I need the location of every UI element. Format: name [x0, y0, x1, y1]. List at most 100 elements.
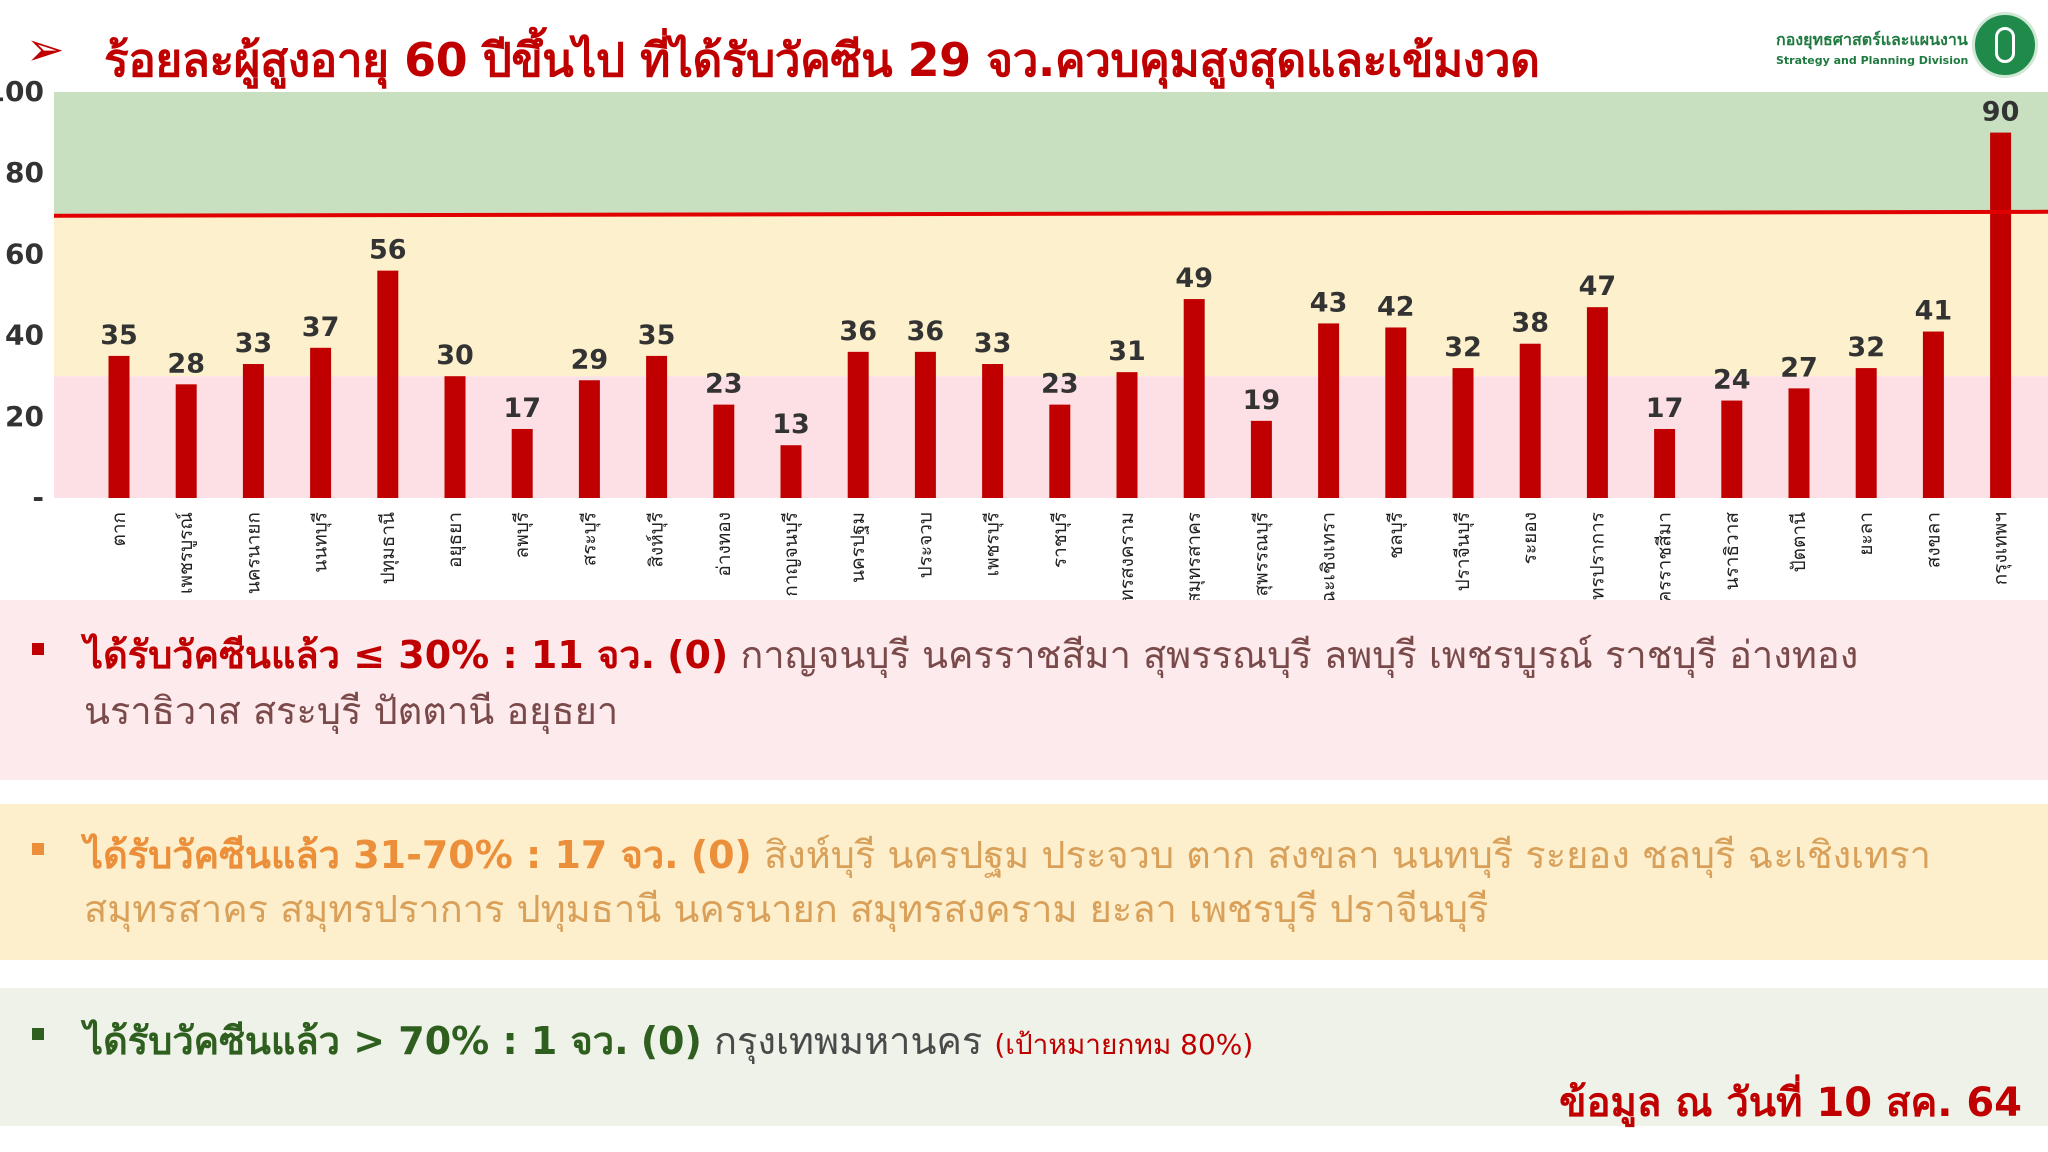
- bar-value-label: 28: [167, 348, 205, 379]
- x-category-label: ราชบุรี: [1049, 512, 1072, 568]
- target-70-line: [53, 209, 2048, 218]
- bar-25: [1788, 388, 1810, 498]
- logo-english-text: Strategy and Planning Division: [1776, 54, 1969, 67]
- group-low-label: ได้รับวัคซีนแล้ว ≤ 30% : 11 จว.: [84, 633, 656, 677]
- data-date-footer: ข้อมูล ณ วันที่ 10 สค. 64: [1559, 1080, 2022, 1126]
- x-category-label: อ่างทอง: [713, 512, 735, 577]
- bar-value-label: 90: [1982, 97, 2020, 128]
- bar-value-label: 19: [1243, 385, 1281, 416]
- bar-value-label: 38: [1511, 308, 1549, 339]
- bar-28: [1990, 132, 2012, 498]
- x-category-label: ปทุมธานี: [377, 512, 400, 584]
- bar-value-label: 31: [1108, 336, 1146, 367]
- bar-value-label: 35: [100, 320, 138, 351]
- bar-10: [780, 445, 802, 498]
- x-category-label: นนทบุรี: [310, 512, 333, 573]
- x-category-label: สิงห์บุรี: [646, 512, 669, 568]
- group-mid-label: ได้รับวัคซีนแล้ว 31-70% : 17 จว.: [84, 833, 679, 877]
- bar-12: [914, 351, 936, 498]
- ministry-emblem-icon: [1972, 12, 2038, 78]
- vaccination-bar-chart: - 20 40 60 80 100 35 ตาก 28 เพชรบูรณ์ 33 นครนายก 37 น…: [0, 80, 2048, 600]
- y-tick-label: 80: [5, 156, 44, 189]
- bar-13: [982, 364, 1004, 498]
- bar-7: [578, 380, 600, 498]
- group-mid-count: (0): [690, 833, 752, 877]
- bar-19: [1385, 327, 1407, 498]
- title-arrow-icon: ➢: [26, 22, 65, 76]
- bar-9: [713, 404, 735, 498]
- bar-value-label: 43: [1310, 287, 1348, 318]
- bar-3: [310, 347, 332, 498]
- group-mid-provinces-1: สิงห์บุรี นครปฐม ประจวบ ตาก สงขลา นนทบุร…: [763, 833, 1931, 877]
- x-category-label: สมุทรสาคร: [1183, 512, 1206, 600]
- bar-2: [242, 364, 264, 498]
- bar-5: [444, 376, 466, 498]
- bar-value-label: 23: [705, 369, 743, 400]
- bar-value-label: 13: [772, 409, 810, 440]
- bar-value-label: 29: [571, 344, 609, 375]
- x-category-label: นราธิวาส: [1721, 512, 1743, 591]
- logo: กองยุทธศาสตร์และแผนงาน Strategy and Plan…: [1772, 10, 2048, 80]
- group-low-provinces-1: กาญจนบุรี นครราชสีมา สุพรรณบุรี ลพบุรี เ…: [740, 633, 1859, 677]
- y-tick-label: -: [32, 481, 44, 514]
- x-category-label: เพชรบูรณ์: [175, 512, 197, 594]
- x-category-label: ระยอง: [1519, 512, 1541, 564]
- group-high-label: ได้รับวัคซีนแล้ว > 70% : 1 จว.: [84, 1019, 629, 1063]
- bar-value-label: 23: [1041, 369, 1079, 400]
- x-category-label: นครราชสีมา: [1654, 512, 1676, 600]
- group-low-line1: ได้รับวัคซีนแล้ว ≤ 30% : 11 จว. (0) กาญจ…: [84, 624, 1858, 685]
- bar-1: [175, 384, 197, 498]
- bar-0: [108, 355, 130, 498]
- bar-24: [1721, 400, 1743, 498]
- bar-value-label: 56: [369, 235, 407, 266]
- bar-value-label: 33: [974, 328, 1012, 359]
- bullet-icon: [32, 643, 44, 655]
- bar-23: [1654, 428, 1676, 498]
- x-category-label: กรุงเทพฯ: [1990, 512, 2013, 585]
- bar-value-label: 36: [907, 316, 945, 347]
- bar-value-label: 27: [1780, 352, 1818, 383]
- y-tick-label: 100: [0, 80, 44, 108]
- bar-value-label: 32: [1444, 332, 1482, 363]
- group-high-note: (เป้าหมายกทม 80%): [994, 1028, 1254, 1061]
- x-category-label: อยุธยา: [444, 512, 467, 568]
- y-tick-label: 20: [5, 400, 44, 433]
- bar-value-label: 30: [436, 340, 474, 371]
- bullet-icon: [32, 1028, 44, 1040]
- x-category-label: ฉะเชิงเทรา: [1318, 512, 1340, 600]
- bar-value-label: 36: [839, 316, 877, 347]
- bar-8: [646, 355, 668, 498]
- x-category-label: นครนายก: [242, 512, 264, 594]
- group-mid-provinces-2: สมุทรสาคร สมุทรปราการ ปทุมธานี นครนายก ส…: [84, 887, 1489, 931]
- y-tick-label: 60: [5, 237, 44, 270]
- bar-value-label: 35: [638, 320, 676, 351]
- bar-16: [1183, 299, 1205, 498]
- group-high-count: (0): [640, 1019, 702, 1063]
- bar-20: [1452, 368, 1474, 498]
- bar-value-label: 17: [503, 393, 541, 424]
- group-mid-panel: [0, 804, 2048, 960]
- group-high-provinces: กรุงเทพมหานคร: [713, 1019, 983, 1063]
- group-low-panel: [0, 600, 2048, 780]
- x-category-label: ประจวบ: [914, 512, 936, 578]
- bar-6: [511, 428, 533, 498]
- x-category-label: กาญจนบุรี: [780, 512, 803, 597]
- group-low-provinces-2: นราธิวาส สระบุรี ปัตตานี อยุธยา: [84, 689, 619, 733]
- bar-18: [1318, 323, 1340, 498]
- x-category-label: สมุทรปราการ: [1586, 512, 1609, 600]
- x-category-label: สมุทรสงคราม: [1116, 512, 1139, 600]
- bar-21: [1519, 343, 1541, 498]
- logo-thai-text: กองยุทธศาสตร์และแผนงาน: [1776, 30, 1968, 49]
- bar-value-label: 33: [235, 328, 273, 359]
- bar-value-label: 49: [1175, 263, 1213, 294]
- page-title: ร้อยละผู้สูงอายุ 60 ปีขึ้นไป ที่ได้รับวั…: [104, 33, 1540, 87]
- group-high-line1: ได้รับวัคซีนแล้ว > 70% : 1 จว. (0) กรุงเ…: [84, 1010, 1253, 1071]
- x-category-label: ปราจีนบุรี: [1452, 512, 1475, 591]
- group-mid-line1: ได้รับวัคซีนแล้ว 31-70% : 17 จว. (0) สิง…: [84, 824, 1931, 885]
- x-category-label: ปัตตานี: [1788, 512, 1810, 572]
- bar-27: [1922, 331, 1944, 498]
- bullet-icon: [32, 843, 44, 855]
- x-category-label: ตาก: [108, 512, 130, 547]
- group-low-count: (0): [667, 633, 729, 677]
- x-category-label: ชลบุรี: [1385, 512, 1408, 559]
